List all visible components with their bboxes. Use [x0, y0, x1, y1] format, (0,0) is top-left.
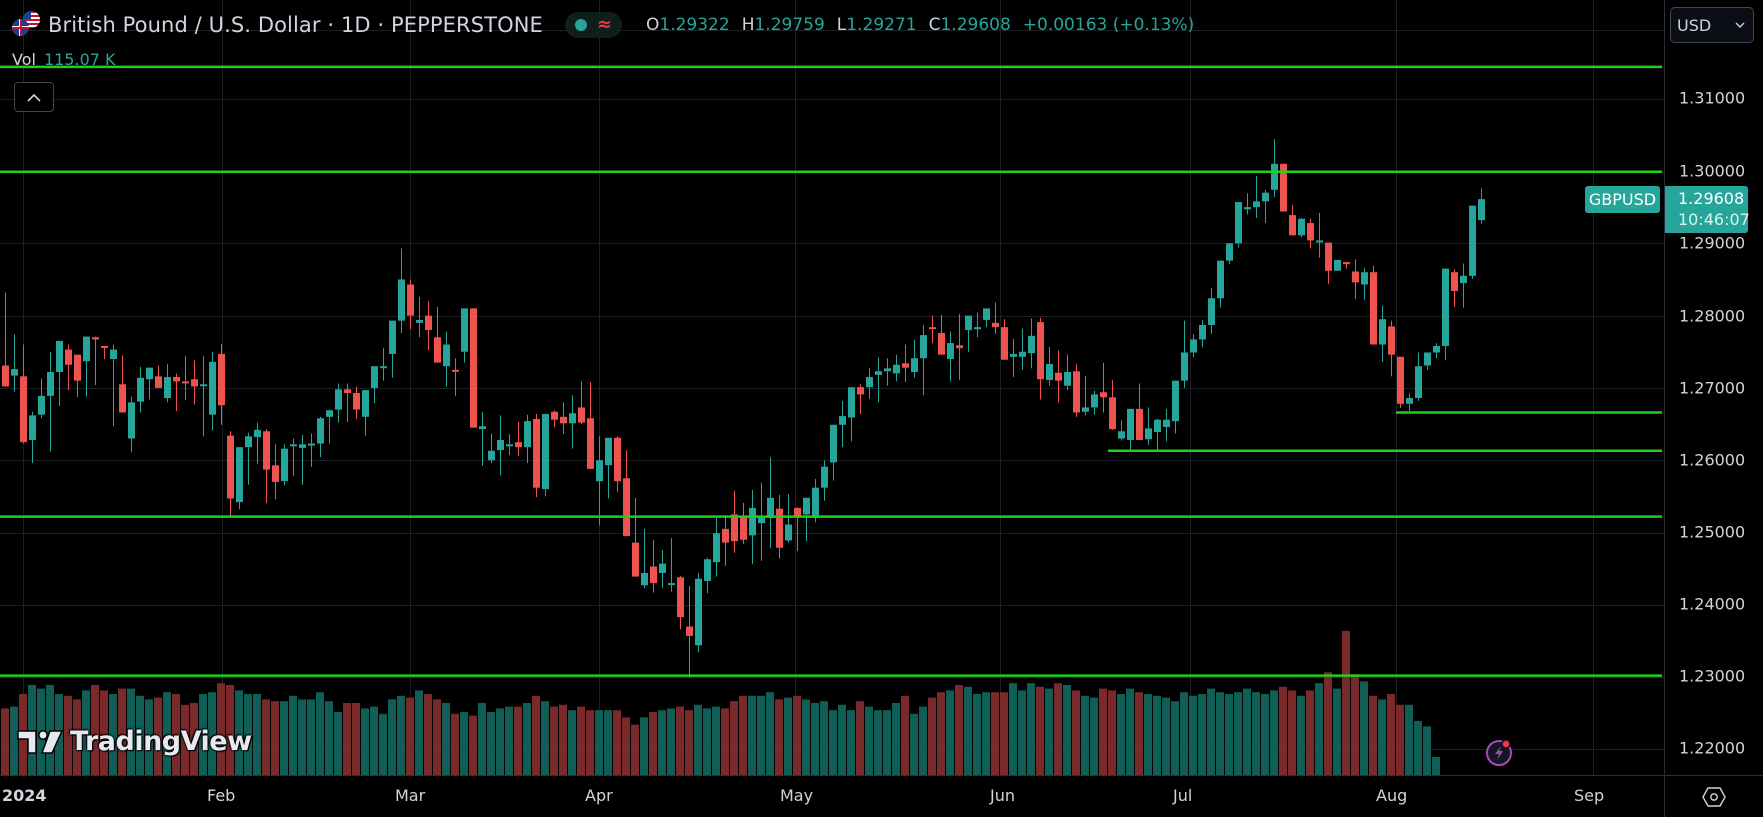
price-tick: 1.29000 [1679, 233, 1746, 253]
time-tick-mar: Mar [395, 786, 426, 805]
time-tick-2024: 2024 [2, 786, 47, 805]
volume-legend[interactable]: Vol 115.07 K [12, 50, 116, 69]
price-tick: 1.24000 [1679, 594, 1746, 614]
currency-value: USD [1677, 15, 1712, 35]
price-tick: 1.23000 [1679, 666, 1746, 686]
market-open-dot-icon [574, 19, 587, 31]
collapse-legend-button[interactable] [14, 82, 54, 112]
axis-corner [1664, 775, 1763, 817]
change-value: +0.00163 (+0.13%) [1022, 15, 1195, 35]
time-tick-jul: Jul [1173, 786, 1193, 805]
time-tick-apr: Apr [585, 786, 613, 805]
low-value: 1.29271 [846, 15, 917, 35]
chevron-up-icon [27, 93, 41, 102]
volume-label: Vol [12, 50, 36, 69]
approx-wave-icon: ≈ [596, 14, 612, 35]
candlestick-series [2, 139, 1485, 678]
close-label: C [928, 15, 941, 35]
close-value: 1.29608 [940, 15, 1011, 35]
open-value: 1.29322 [659, 15, 730, 35]
bar-countdown: 10:46:07 [1678, 210, 1750, 229]
price-tick: 1.22000 [1679, 738, 1746, 758]
volume-bars [1, 631, 1440, 775]
chevron-down-icon [1735, 22, 1745, 28]
symbol-legend[interactable]: British Pound / U.S. Dollar · 1D · PEPPE… [12, 10, 1194, 40]
last-price-value: 1.29608 [1678, 189, 1745, 208]
last-price-label: 1.29608 10:46:07 [1665, 186, 1750, 233]
tradingview-wordmark: TradingView [70, 726, 252, 757]
price-tick: 1.31000 [1679, 88, 1746, 108]
time-tick-may: May [780, 786, 814, 805]
symbol-price-tag: GBPUSD [1585, 186, 1660, 213]
volume-value: 115.07 K [43, 50, 116, 69]
price-tick: 1.25000 [1679, 522, 1746, 542]
price-tick: 1.26000 [1679, 450, 1746, 470]
time-axis[interactable]: 2024 Feb Mar Apr May Jun Jul Aug Sep [0, 775, 1664, 817]
chart-canvas[interactable] [0, 0, 1664, 775]
market-status-pill[interactable]: ≈ [564, 12, 622, 38]
currency-selector[interactable]: USD [1670, 7, 1754, 43]
horizontal-lines [0, 65, 1662, 677]
currency-flags-icon [12, 11, 44, 39]
time-tick-sep: Sep [1574, 786, 1605, 805]
tradingview-watermark: TradingView [16, 726, 252, 757]
ohlc-values: O1.29322 H1.29759 L1.29271 C1.29608 +0.0… [646, 15, 1194, 35]
symbol-title[interactable]: British Pound / U.S. Dollar · 1D · PEPPE… [48, 13, 543, 37]
lightning-icon [1486, 739, 1512, 766]
auto-scale-icon[interactable] [1701, 784, 1727, 810]
high-label: H [741, 15, 755, 35]
alerts-lightning-button[interactable] [1484, 737, 1514, 767]
time-tick-jun: Jun [990, 786, 1015, 805]
low-label: L [836, 15, 847, 35]
price-tick: 1.28000 [1679, 306, 1746, 326]
time-tick-aug: Aug [1376, 786, 1408, 805]
high-value: 1.29759 [754, 15, 825, 35]
price-axis[interactable]: 1.31000 1.30000 1.29000 1.28000 1.27000 … [1664, 0, 1763, 775]
tradingview-logo-icon [17, 729, 64, 754]
price-tick: 1.27000 [1679, 378, 1746, 398]
open-label: O [645, 15, 660, 35]
grid-lines [0, 0, 1664, 775]
time-tick-feb: Feb [207, 786, 236, 805]
price-tick: 1.30000 [1679, 161, 1746, 181]
